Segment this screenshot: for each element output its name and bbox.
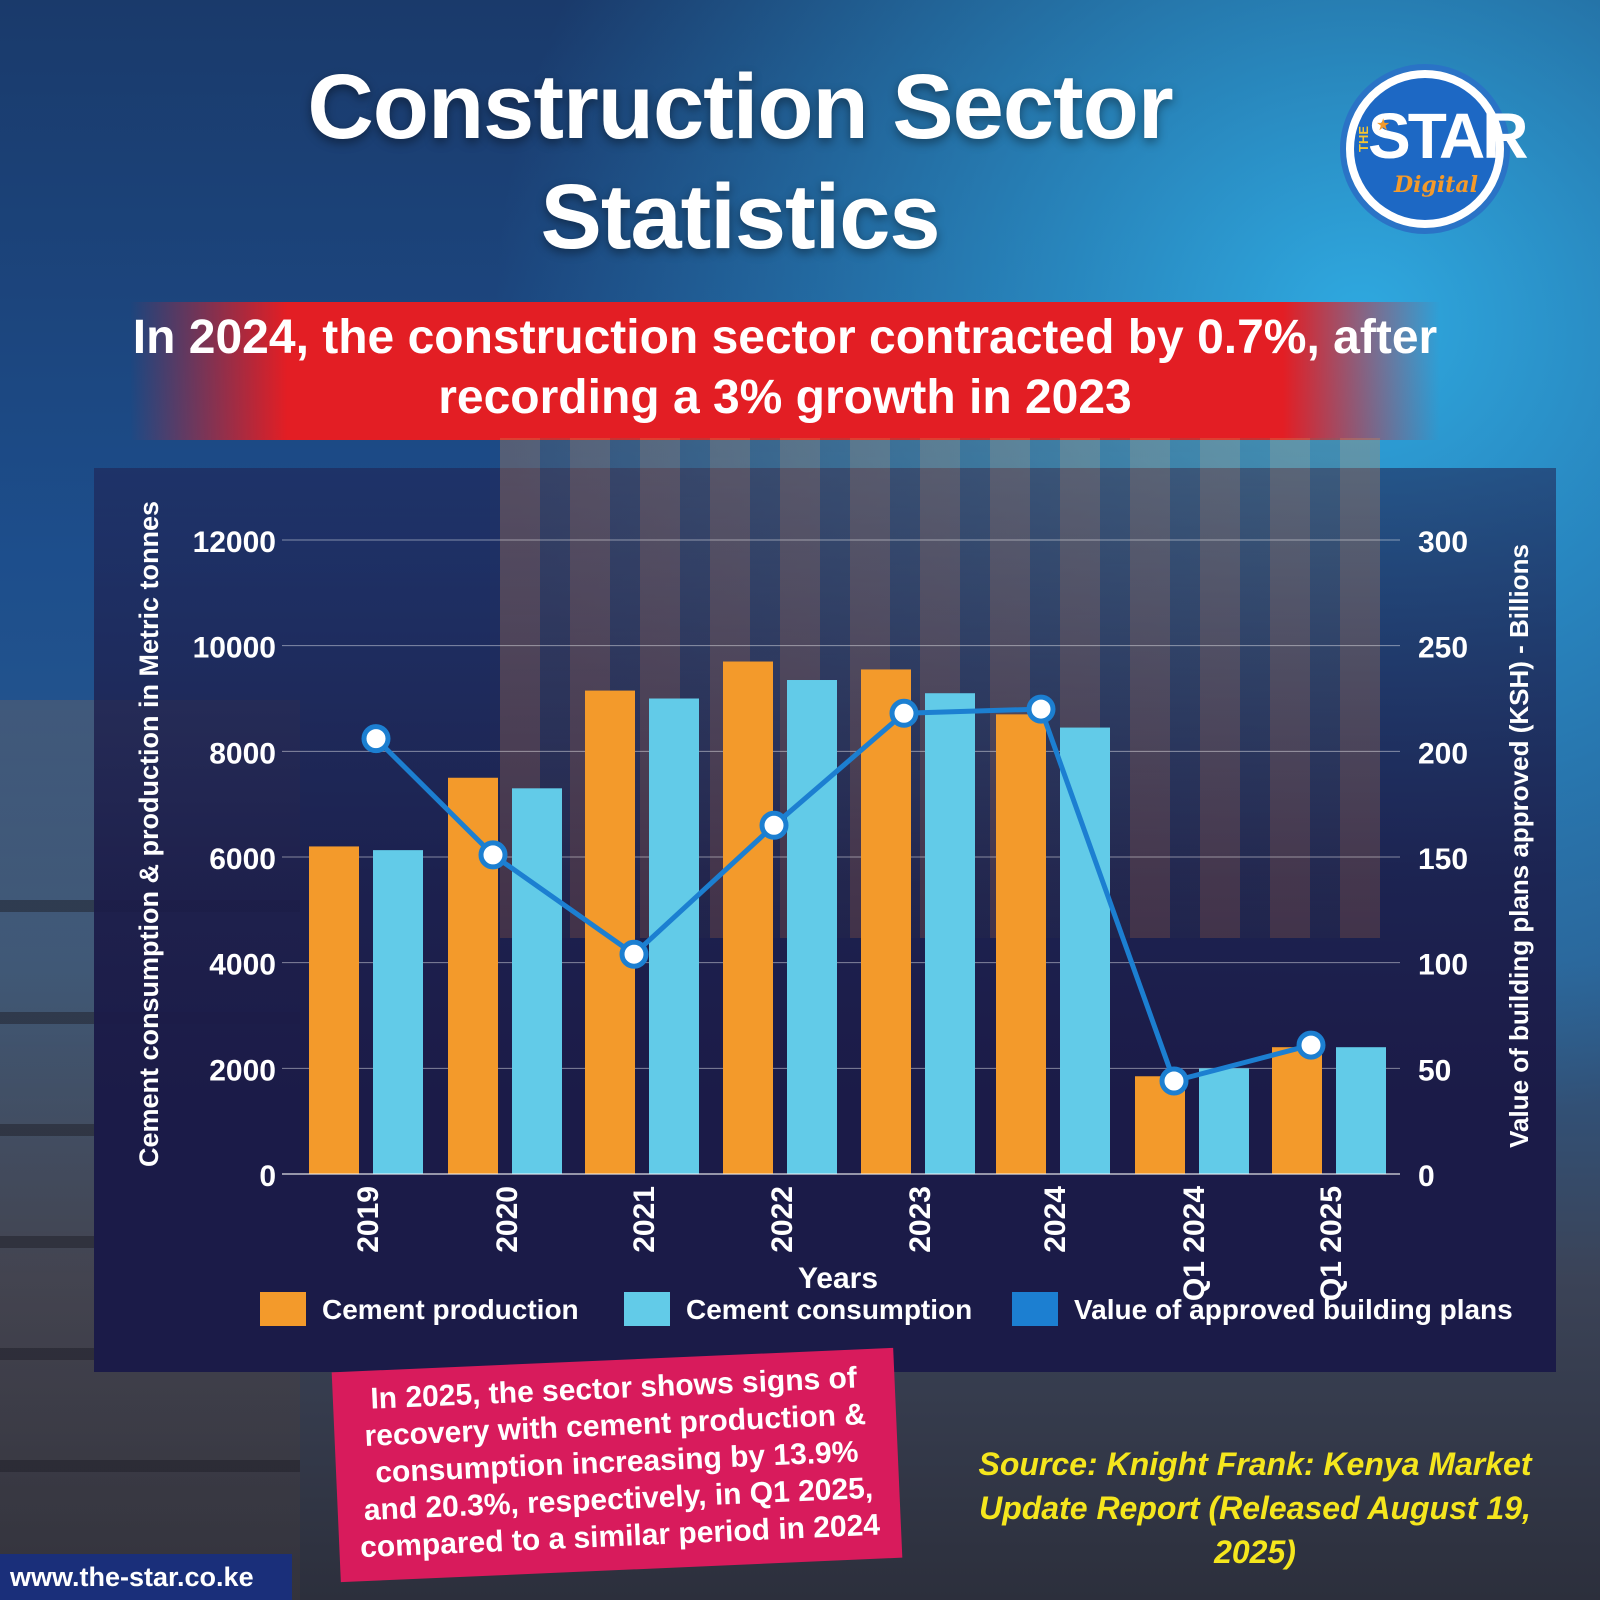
bar-cement-consumption: [1199, 1068, 1249, 1174]
y-axis-title-right: Value of building plans approved (KSH) -…: [1504, 544, 1534, 1148]
bar-cement-consumption: [1336, 1047, 1386, 1174]
legend-label-consumption: Cement consumption: [686, 1294, 973, 1325]
url-bar: [0, 1554, 292, 1600]
x-tick-label: 2022: [766, 1186, 799, 1253]
x-tick-label: Q1 2025: [1315, 1186, 1348, 1301]
bar-cement-consumption: [373, 850, 423, 1174]
logo-star-text: STAR: [1368, 100, 1528, 172]
legend-swatch-production: [260, 1292, 306, 1326]
x-tick-label: 2024: [1039, 1186, 1072, 1253]
y-tick-label-right: 300: [1418, 526, 1468, 559]
bar-cement-consumption: [649, 698, 699, 1174]
legend-swatch-plans: [1012, 1292, 1058, 1326]
x-axis-title: Years: [798, 1262, 878, 1295]
line-point-approved-building-plans: [1026, 694, 1056, 724]
chart-legend: Cement production Cement consumption Val…: [260, 1290, 1513, 1330]
star-icon: ★: [1376, 117, 1391, 134]
logo-circle: [1354, 78, 1496, 220]
bar-cement-consumption: [1060, 727, 1110, 1174]
bar-cement-production: [723, 661, 773, 1174]
website-link[interactable]: www.the-star.co.ke: [10, 1562, 254, 1592]
bar-cement-production: [585, 690, 635, 1174]
bar-cement-consumption: [925, 693, 975, 1174]
y-tick-label-left: 4000: [209, 949, 276, 982]
bar-cement-consumption: [512, 788, 562, 1174]
line-point-approved-building-plans: [619, 939, 649, 969]
source-text: Source: Knight Frank: Kenya Market Updat…: [978, 1446, 1532, 1570]
line-point-approved-building-plans: [361, 724, 391, 754]
legend-label-production: Cement production: [322, 1294, 579, 1325]
bar-cement-consumption: [787, 680, 837, 1174]
subtitle-banner: [130, 302, 1440, 440]
y-tick-label-left: 6000: [209, 843, 276, 876]
y-tick-label-right: 200: [1418, 737, 1468, 770]
legend-swatch-consumption: [624, 1292, 670, 1326]
subtitle-text: In 2024, the construction sector contrac…: [132, 311, 1438, 424]
x-tick-label: 2020: [491, 1186, 524, 1253]
y-tick-label-left: 2000: [209, 1054, 276, 1087]
y-tick-label-left: 8000: [209, 737, 276, 770]
x-tick-label: 2021: [628, 1186, 661, 1253]
line-point-approved-building-plans: [1296, 1030, 1326, 1060]
y-tick-label-right: 0: [1418, 1160, 1435, 1193]
x-tick-label: Q1 2024: [1178, 1186, 1211, 1301]
x-tick-label: 2023: [904, 1186, 937, 1253]
line-approved-building-plans: [374, 706, 1312, 1084]
y-tick-label-left: 12000: [193, 526, 276, 559]
y-tick-label-left: 10000: [193, 632, 276, 665]
logo-digital-text: Digital: [1394, 172, 1478, 198]
callout-text: In 2025, the sector shows signs of recov…: [359, 1361, 881, 1565]
y-tick-label-right: 250: [1418, 632, 1468, 665]
y-tick-label-right: 50: [1418, 1054, 1451, 1087]
line-point-approved-building-plans: [889, 698, 919, 728]
y-tick-label-right: 100: [1418, 949, 1468, 982]
x-tick-label: 2019: [352, 1186, 385, 1253]
legend-label-plans: Value of approved building plans: [1074, 1294, 1513, 1325]
y-tick-label-left: 0: [259, 1160, 276, 1193]
y-tick-label-right: 150: [1418, 843, 1468, 876]
y-axis-title-left: Cement consumption & production in Metri…: [134, 501, 164, 1167]
bar-cement-production: [309, 846, 359, 1174]
line-point-approved-building-plans: [759, 810, 789, 840]
line-point-approved-building-plans: [1159, 1066, 1189, 1096]
bar-cement-production: [861, 669, 911, 1174]
bar-cement-production: [996, 714, 1046, 1174]
the-star-logo: THE STAR ★ Digital: [1340, 64, 1528, 234]
page-title: Construction Sector Statistics: [307, 56, 1173, 268]
line-point-approved-building-plans: [478, 840, 508, 870]
bar-cement-production: [1272, 1047, 1322, 1174]
